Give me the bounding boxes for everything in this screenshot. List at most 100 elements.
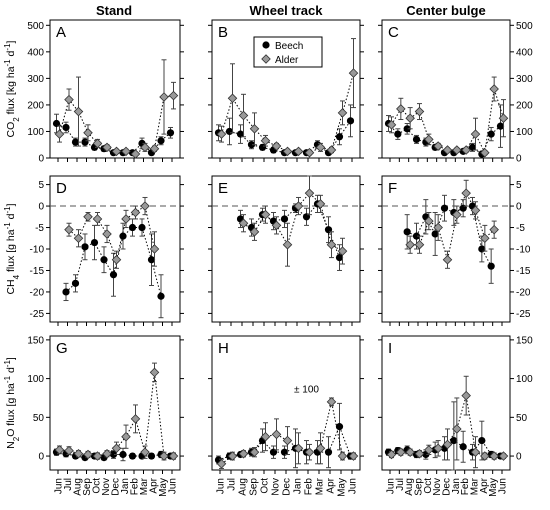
y-tick-label: -15 — [30, 266, 45, 277]
ylab-part: CH — [5, 279, 17, 294]
beech-point — [138, 223, 146, 232]
y-tick-label: 500 — [27, 21, 44, 32]
y-tick-label: 150 — [516, 335, 533, 346]
alder-point — [83, 212, 93, 222]
annotation-plus-minus: ± 100 — [294, 385, 319, 396]
alder-point — [149, 143, 160, 154]
alder-point — [315, 199, 326, 209]
y-tick-label: -20 — [516, 287, 531, 298]
legend-beech-marker — [262, 41, 270, 49]
beech-point — [269, 448, 278, 456]
beech-point — [394, 130, 402, 138]
column-title-center-bulge: Center bulge — [406, 3, 485, 18]
panel-frame — [211, 175, 361, 323]
beech-point — [280, 215, 289, 223]
ylab-part: ] — [5, 203, 17, 206]
y-tick-label: -25 — [516, 309, 531, 320]
x-tick-label: May — [158, 478, 169, 497]
x-tick-label: Sep — [82, 478, 93, 496]
panel-h: Jun Jul Aug Sep Oct Nov Dec Jan Feb Mar Apr May JunH… — [208, 335, 364, 497]
beech-point — [412, 135, 421, 144]
ylab-superscript: -1 — [3, 360, 12, 368]
panel-i: 050100150JunJulAugSepOctNovDecJanFebMarA… — [378, 335, 533, 497]
y-tick-label: 5 — [516, 180, 522, 191]
y-axis-label: N2O flux [g ha-1 d-1] — [3, 357, 21, 449]
alder-point — [480, 233, 490, 244]
x-tick-label: Jul — [227, 478, 238, 491]
y-tick-label: 300 — [516, 74, 533, 85]
alder-point — [442, 254, 453, 265]
alder-point — [111, 443, 122, 454]
alder-point — [348, 451, 359, 461]
alder-point — [149, 244, 160, 254]
beech-point — [71, 279, 80, 287]
column-title-stand: Stand — [96, 3, 132, 18]
beech-point — [100, 256, 108, 264]
x-tick-label: Jul — [63, 478, 74, 491]
alder-point — [73, 106, 84, 117]
alder-point — [216, 129, 227, 139]
alder-point — [83, 128, 93, 138]
alder-point — [238, 218, 249, 229]
alder-point — [337, 451, 348, 461]
x-tick-label: Nov — [271, 478, 282, 496]
alder-point — [315, 142, 326, 153]
x-tick-label: Jun — [216, 478, 227, 494]
alder-point — [121, 146, 131, 157]
y-axis-label: CO2 flux [kg ha-1 d-1] — [3, 40, 21, 137]
x-tick-label: Feb — [130, 478, 141, 496]
ylab-superscript: -1 — [3, 206, 12, 214]
x-tick-label: Sep — [249, 478, 260, 496]
alder-point — [489, 224, 499, 235]
x-tick-label: Apr — [479, 477, 490, 493]
alder-point — [452, 145, 462, 155]
x-tick-label: May — [337, 478, 348, 497]
y-tick-label: -10 — [30, 245, 45, 256]
x-tick-label: Mar — [470, 477, 481, 495]
alder-point — [260, 135, 271, 146]
x-tick-label: Oct — [92, 478, 103, 494]
y-tick-label: 100 — [516, 127, 533, 138]
alder-point — [64, 224, 74, 235]
alder-point — [140, 201, 150, 211]
alder-point — [414, 239, 425, 250]
beech-point — [450, 436, 458, 445]
panel-letter: A — [56, 24, 66, 41]
panel-a: 0 100 200 300 400 500 A — [27, 19, 184, 165]
alder-point — [64, 445, 74, 456]
x-tick-label: Dec — [442, 478, 453, 496]
beech-point — [487, 130, 495, 138]
ylab-part: d — [5, 50, 17, 59]
beech-point — [412, 232, 421, 240]
alder-point — [260, 431, 271, 442]
alder-point — [130, 414, 141, 424]
alder-point — [461, 390, 471, 401]
y-tick-label: -15 — [516, 266, 531, 277]
alder-point — [130, 149, 141, 159]
x-tick-label: Dec — [282, 478, 293, 496]
panel-letter: E — [218, 180, 228, 197]
beech-point — [236, 130, 245, 138]
alder-line — [243, 192, 343, 252]
alder-point — [102, 448, 112, 459]
beech-point — [335, 253, 344, 262]
x-tick-label: Feb — [460, 478, 471, 496]
alder-point — [470, 447, 481, 457]
alder-point — [168, 451, 179, 461]
column-title-wheel-track: Wheel track — [250, 3, 324, 18]
ylab-superscript: -1 — [3, 222, 12, 230]
panel-letter: G — [56, 340, 68, 357]
panel-d: -25 -20 -15 -10 -5 0 5 D — [30, 175, 184, 326]
x-tick-label: Mar — [139, 477, 150, 495]
alder-point — [337, 246, 348, 256]
beech-point — [71, 138, 80, 146]
panel-letter: B — [218, 24, 228, 41]
legend-alder-marker — [261, 54, 271, 64]
legend-beech-label: Beech — [275, 41, 303, 52]
y-tick-label: 300 — [27, 74, 44, 85]
alder-point — [282, 146, 293, 157]
alder-point — [73, 233, 84, 244]
alder-point — [461, 188, 471, 198]
panel-e: E — [208, 175, 364, 326]
